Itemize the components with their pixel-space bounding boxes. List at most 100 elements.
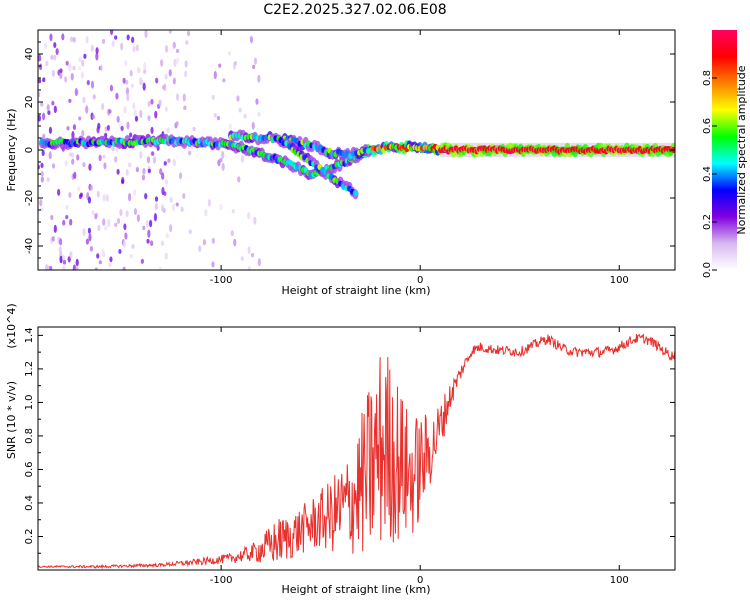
noise-speck [38,54,42,62]
noise-speck [125,87,130,96]
noise-speck [257,74,261,83]
noise-speck [114,222,118,227]
colorbar-ticks: 0.0 0.2 0.4 0.6 0.8 [702,70,717,278]
noise-speck [164,44,169,53]
noise-speck [247,212,251,220]
noise-speck [133,109,137,118]
noise-speck [238,107,242,113]
noise-speck [183,105,187,111]
noise-speck [55,48,59,55]
y-tick-label: 1.4 [24,327,35,343]
noise-speck [143,61,147,71]
spectrogram-panel: -100 0 100 -40 -20 0 20 40 Height of straight l… [5,29,676,297]
y-tick-label: 20 [24,96,35,109]
noise-speck [146,156,151,164]
noise-speck [50,54,54,60]
noise-speck [61,33,65,41]
noise-speck [211,237,215,244]
noise-speck [68,192,72,198]
noise-speck [96,126,100,134]
colorbar-tick-label: 0.8 [702,70,713,86]
colorbar-tick-label: 0.4 [702,166,713,182]
noise-speck [222,78,226,83]
noise-speck [164,179,168,185]
noise-speck [51,100,55,106]
snr-frame [37,326,676,571]
noise-speck [58,238,63,246]
noise-speck [41,149,45,157]
noise-speck [180,206,184,213]
noise-speck [92,94,96,100]
colorbar-tick-label: 0.2 [702,214,713,230]
noise-speck [230,230,234,237]
noise-speck [72,36,76,43]
noise-speck [173,58,177,67]
noise-speck [169,224,173,233]
noise-speck [40,170,44,177]
noise-speck [91,210,95,215]
noise-speck [46,104,50,112]
noise-speck [237,176,241,183]
y-tick-label: 0 [24,147,35,153]
noise-speck [163,191,167,196]
noise-speck [101,102,105,111]
noise-speck [41,112,46,121]
noise-speck [49,33,53,42]
noise-speck [82,228,86,237]
noise-speck [75,258,79,267]
noise-speck [227,51,232,56]
noise-speck [96,253,100,259]
noise-speck [81,59,85,67]
y-tick-label: 0.6 [24,461,35,477]
noise-speck [132,45,136,53]
noise-speck [167,158,171,163]
noise-speck [40,207,44,212]
noise-speck [125,79,129,85]
noise-speck [109,84,114,92]
y-tick-label: 0.8 [24,428,35,444]
noise-speck [165,233,169,239]
noise-speck [82,161,86,168]
noise-speck [145,220,149,228]
noise-speck [188,150,192,156]
noise-speck [98,260,102,265]
noise-speck [72,124,77,131]
noise-speck [59,255,63,264]
x-tick-label: -100 [210,275,233,286]
noise-speck [69,251,73,259]
spectrogram-axes: -100 0 100 -40 -20 0 20 40 [24,30,675,286]
noise-speck [111,146,115,152]
noise-speck [106,124,111,131]
noise-speck [116,115,120,123]
branch-point [353,190,358,197]
noise-speck [91,114,95,119]
branch-point [366,148,371,155]
noise-speck [51,163,56,169]
noise-speck [185,40,189,45]
noise-speck [59,72,63,80]
noise-speck [94,213,98,220]
x-tick-label: 100 [610,575,629,586]
noise-speck [76,154,80,161]
noise-speck [38,91,41,98]
noise-speck [142,167,146,175]
noise-speck [89,245,94,252]
noise-speck [81,130,85,137]
noise-speck [175,121,179,126]
noise-speck [66,126,70,131]
noise-speck [240,256,244,261]
noise-speck [163,83,167,91]
x-tick-label: 100 [610,275,629,286]
noise-speck [221,163,225,171]
noise-speck [257,258,261,267]
noise-speck [88,233,92,242]
noise-speck [102,218,106,226]
noise-speck [169,196,173,203]
x-tick-label: 0 [417,575,423,586]
noise-speck [188,229,192,235]
noise-speck [71,158,75,165]
noise-speck [202,239,207,246]
y-tick-label: 1.0 [24,394,35,410]
noise-speck [61,255,66,262]
colorbar: 0.0 0.2 0.4 0.6 0.8 Normalized spectral ampl… [702,30,748,278]
